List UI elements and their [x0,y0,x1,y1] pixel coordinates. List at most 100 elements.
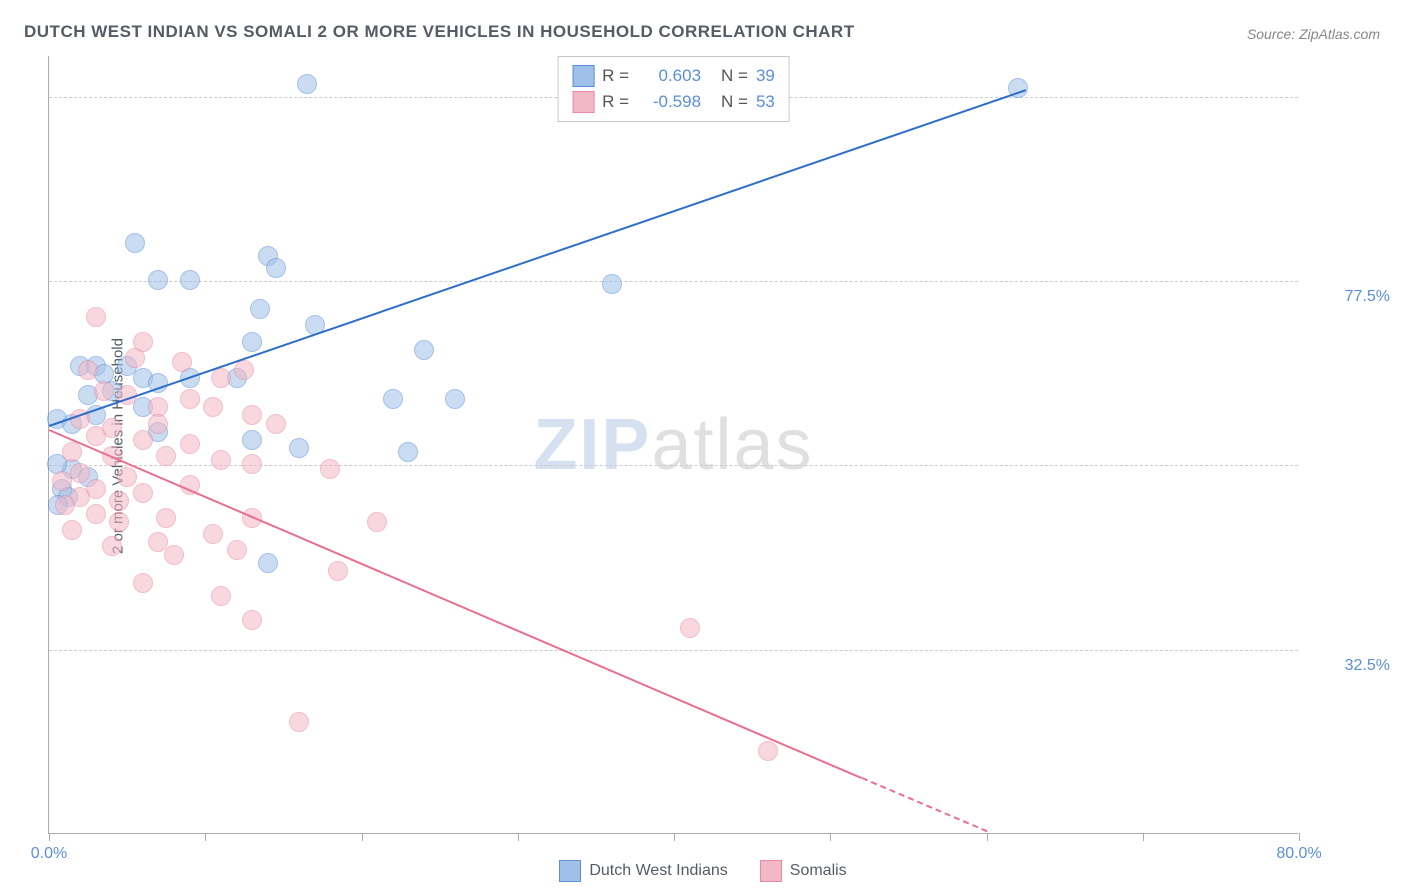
scatter-point [242,454,262,474]
scatter-point [383,389,403,409]
scatter-point [180,270,200,290]
gridline [49,465,1298,466]
legend-row: R = 0.603 N = 39 [572,63,775,89]
regression-line [49,89,1026,427]
scatter-point [297,74,317,94]
scatter-point [133,573,153,593]
plot-area: ZIPatlas R =0.603N =39R =-0.598N =53 32.… [48,56,1298,834]
scatter-point [180,389,200,409]
legend-r-label: R = [602,92,629,112]
scatter-point [133,430,153,450]
scatter-point [180,434,200,454]
scatter-point [602,274,622,294]
legend-n-value: 53 [756,92,775,112]
chart-container: DUTCH WEST INDIAN VS SOMALI 2 OR MORE VE… [0,0,1406,892]
x-tick [49,833,50,841]
source-label: Source: ZipAtlas.com [1247,26,1380,42]
watermark-zip: ZIP [533,405,651,485]
scatter-point [242,405,262,425]
scatter-point [227,540,247,560]
x-tick [362,833,363,841]
scatter-point [266,414,286,434]
scatter-point [258,553,278,573]
scatter-point [148,414,168,434]
legend-row: R = -0.598 N = 53 [572,89,775,115]
legend-swatch [559,860,581,882]
scatter-point [328,561,348,581]
scatter-point [203,397,223,417]
chart-title: DUTCH WEST INDIAN VS SOMALI 2 OR MORE VE… [24,22,855,42]
scatter-point [78,360,98,380]
scatter-point [203,524,223,544]
scatter-point [234,360,254,380]
scatter-point [117,467,137,487]
scatter-point [62,520,82,540]
scatter-point [414,340,434,360]
scatter-point [398,442,418,462]
legend-r-value: -0.598 [637,92,701,112]
scatter-point [62,442,82,462]
watermark: ZIPatlas [533,404,813,486]
scatter-point [86,426,106,446]
scatter-point [94,381,114,401]
gridline [49,281,1298,282]
legend-swatch [572,65,594,87]
regression-line [49,429,862,779]
legend-item: Somalis [760,860,847,882]
y-tick-label: 77.5% [1345,288,1390,306]
x-tick [674,833,675,841]
scatter-point [164,545,184,565]
legend-label: Somalis [790,862,847,880]
series-legend: Dutch West Indians Somalis [0,860,1406,882]
scatter-point [289,712,309,732]
scatter-point [86,504,106,524]
scatter-point [242,332,262,352]
scatter-point [172,352,192,372]
scatter-point [211,450,231,470]
scatter-point [758,741,778,761]
legend-swatch [760,860,782,882]
scatter-point [250,299,270,319]
scatter-point [242,610,262,630]
legend-n-value: 39 [756,66,775,86]
scatter-point [320,459,340,479]
x-tick [205,833,206,841]
scatter-point [266,258,286,278]
legend-n-label: N = [721,92,748,112]
legend-label: Dutch West Indians [589,862,727,880]
scatter-point [156,446,176,466]
scatter-point [680,618,700,638]
scatter-point [445,389,465,409]
scatter-point [156,508,176,528]
scatter-point [109,491,129,511]
scatter-point [86,307,106,327]
regression-line-dashed [861,777,987,832]
scatter-point [133,483,153,503]
scatter-point [70,463,90,483]
scatter-point [125,233,145,253]
scatter-point [242,430,262,450]
y-tick-label: 32.5% [1345,657,1390,675]
scatter-point [55,495,75,515]
scatter-point [148,270,168,290]
legend-n-label: N = [721,66,748,86]
watermark-atlas: atlas [651,405,813,485]
correlation-legend: R = 0.603 N = 39 R = -0.598 N = 53 [557,56,790,122]
scatter-point [102,536,122,556]
legend-r-label: R = [602,66,629,86]
scatter-point [211,368,231,388]
scatter-point [109,512,129,532]
x-tick [1299,833,1300,841]
x-tick [830,833,831,841]
legend-swatch [572,91,594,113]
scatter-point [367,512,387,532]
legend-item: Dutch West Indians [559,860,727,882]
x-tick [987,833,988,841]
scatter-point [125,348,145,368]
scatter-point [52,471,72,491]
x-tick [1143,833,1144,841]
gridline [49,650,1298,651]
scatter-point [211,586,231,606]
x-tick [518,833,519,841]
legend-r-value: 0.603 [637,66,701,86]
